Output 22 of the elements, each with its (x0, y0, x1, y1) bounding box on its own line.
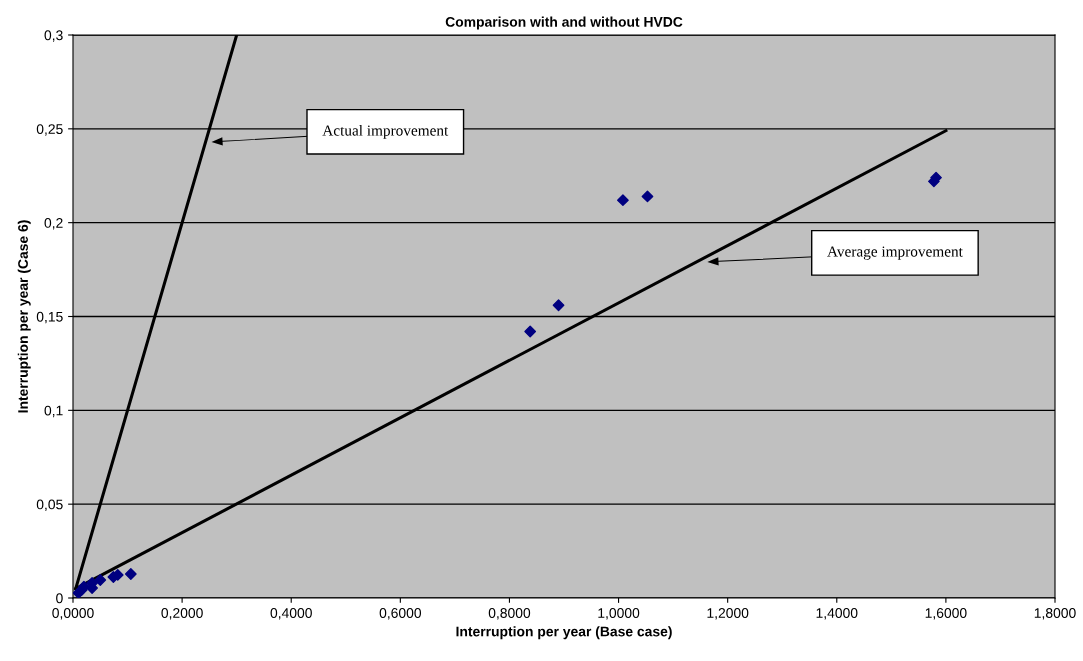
x-tick-label: 1,4000 (816, 608, 858, 620)
y-tick-label: 0,25 (36, 124, 63, 136)
y-tick-label: 0,3 (44, 30, 63, 42)
x-tick-label: 0,6000 (379, 608, 422, 620)
annotation: Average improvement (827, 246, 963, 260)
y-axis-title: Interruption per year (Case 6) (17, 220, 31, 413)
x-tick-label: 0,4000 (270, 608, 312, 620)
y-tick-label: 0,1 (44, 405, 63, 418)
y-tick-label: 0,2 (44, 218, 63, 230)
x-tick-label: 0,0000 (52, 608, 94, 620)
x-tick-label: 0,8000 (488, 608, 531, 620)
annotation: Actual improvement (322, 124, 449, 139)
x-tick-label: 1,6000 (925, 608, 967, 620)
x-tick-label: 1,8000 (1034, 608, 1076, 620)
y-tick-label: 0,15 (36, 311, 63, 324)
x-tick-label: 0,2000 (161, 608, 203, 620)
y-tick-label: 0 (56, 593, 63, 604)
y-tick-label: 0,05 (36, 499, 63, 511)
x-axis-title: Interruption per year (Base case) (456, 626, 672, 640)
x-tick-label: 1,0000 (598, 608, 640, 620)
chart-title: Comparison with and without HVDC (445, 16, 683, 30)
x-tick-label: 1,2000 (707, 608, 749, 620)
